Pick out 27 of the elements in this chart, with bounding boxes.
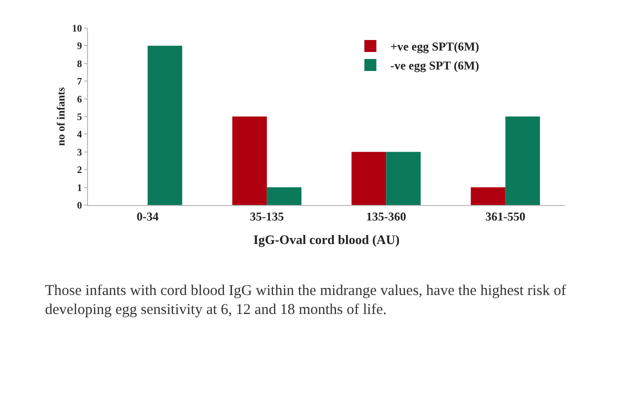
y-tick-label: 6	[77, 94, 82, 106]
bar	[470, 187, 506, 205]
y-tick-label: 0	[77, 200, 82, 212]
y-tick-label: 5	[77, 112, 82, 123]
y-tick-label: 2	[77, 165, 82, 176]
y-tick-label: 4	[77, 130, 82, 141]
bar	[232, 116, 267, 205]
x-axis-title: IgG-Oval cord blood (AU)	[253, 232, 400, 247]
bar	[266, 187, 302, 205]
x-tick-label: 0-34	[136, 209, 159, 224]
x-tick-label: 135-360	[366, 209, 406, 224]
x-tick-label: 361-550	[485, 209, 526, 224]
bar	[148, 46, 182, 205]
y-tick-label: 7	[77, 76, 82, 88]
bar	[352, 152, 386, 205]
bar	[386, 152, 421, 205]
y-axis-title: no of infants	[56, 86, 68, 146]
y-tick-label: 8	[77, 58, 82, 70]
legend-label: -ve egg SPT (6M)	[390, 58, 480, 73]
x-tick-label: 35-135	[250, 209, 284, 224]
y-tick-label: 3	[77, 147, 82, 158]
y-tick-label: 10	[72, 24, 82, 34]
text: Those infants with cord blood IgG within the midrange values, have the highest risk of developing egg sensitivity at 6, 12 and 18 months of life.	[45, 282, 568, 320]
y-tick-label: 9	[77, 41, 82, 52]
y-tick-label: 1	[77, 182, 82, 194]
legend-label: +ve egg SPT(6M)	[390, 40, 480, 54]
bar	[505, 116, 540, 205]
